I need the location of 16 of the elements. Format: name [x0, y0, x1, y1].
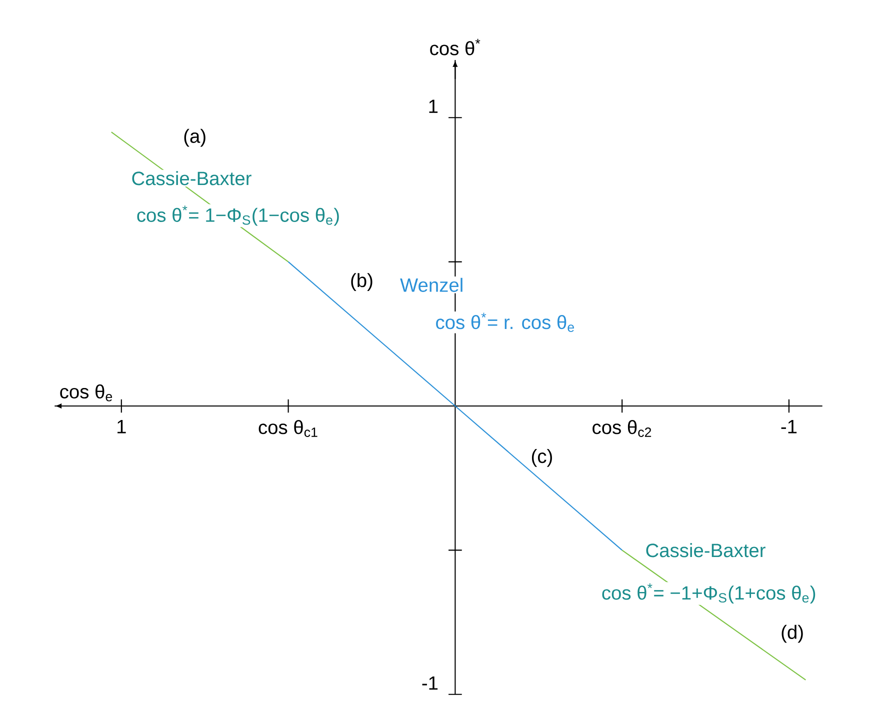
- x-tick-label: -1: [781, 420, 797, 434]
- annotation: cos θ$^{*}$= 1−Φ$_{S}$(1−cos θ$_{e}$): [137, 206, 339, 226]
- x-axis-title: cos θ$_{e}$: [60, 384, 112, 402]
- annotation: cos θ$^{*}$= r. cos θ$_{e}$: [436, 312, 574, 332]
- annotation: (a): [184, 128, 206, 147]
- annotation: (b): [351, 273, 372, 291]
- annotation: cos θ$^{*}$= −1+Φ$_{S}$(1+cos θ$_{e}$): [602, 583, 816, 604]
- x-tick-label: cos θ$_{c1}$: [258, 420, 318, 437]
- x-tick-label: cos θ$_{c2}$: [592, 420, 652, 437]
- x-tick-label: 1: [118, 420, 126, 434]
- annotation: Wenzel: [400, 278, 462, 292]
- annotation: (c): [532, 448, 552, 467]
- annotation: Cassie-Baxter: [646, 543, 766, 558]
- annotation: (d): [782, 624, 803, 643]
- y-axis-title: cos θ$^{*}$: [430, 38, 480, 56]
- annotation: Cassie-Baxter: [132, 171, 252, 186]
